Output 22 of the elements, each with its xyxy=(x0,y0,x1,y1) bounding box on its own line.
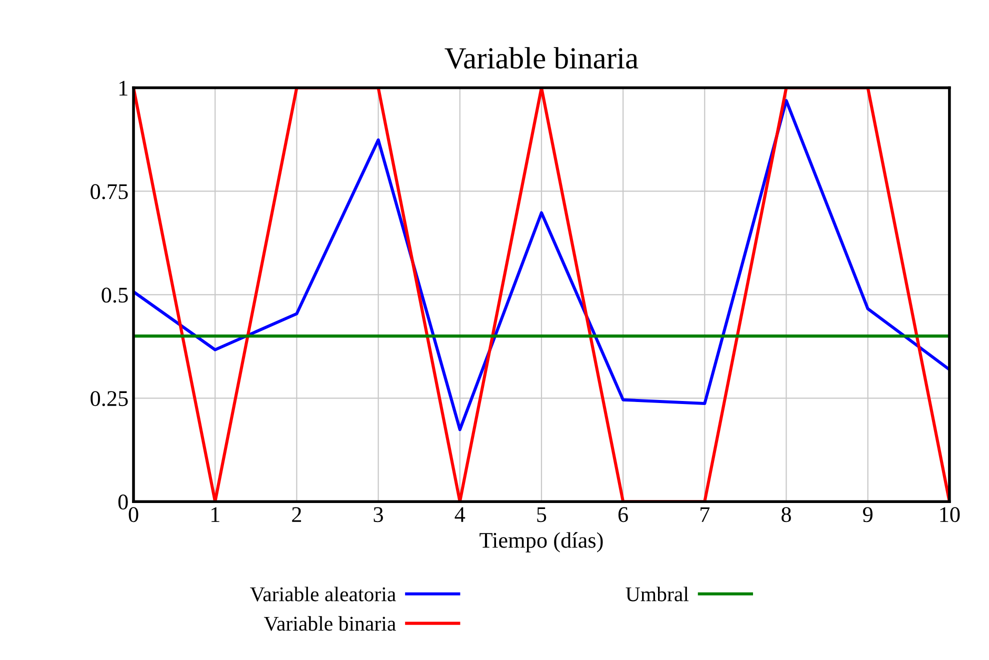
y-tick-label: 0 xyxy=(118,494,128,510)
x-tick-label: 6 xyxy=(618,507,628,522)
y-tick-label: 0.75 xyxy=(90,184,128,200)
x-tick-label: 9 xyxy=(863,507,872,522)
y-tick-label: 1 xyxy=(120,80,128,96)
x-axis-title: Tiempo (días) xyxy=(480,532,603,552)
chart-title: Variable binaria xyxy=(444,47,638,69)
x-tick-label: 2 xyxy=(292,507,302,522)
legend-label: Umbral xyxy=(626,586,689,602)
line-series xyxy=(134,99,950,432)
x-tick-label: 8 xyxy=(782,507,791,522)
x-tick-label: 3 xyxy=(374,507,383,522)
x-tick-label: 1 xyxy=(212,507,220,522)
x-tick-label: 7 xyxy=(700,507,710,522)
x-tick-label: 4 xyxy=(454,507,466,522)
y-tick-label: 0.25 xyxy=(90,391,128,406)
y-tick-label: 0.5 xyxy=(102,288,128,303)
x-tick-label: 0 xyxy=(128,507,138,522)
legend-label: Variable aleatoria xyxy=(250,586,396,602)
legend-label: Variable binaria xyxy=(264,616,396,631)
x-tick-label: 10 xyxy=(940,507,960,522)
x-tick-label: 5 xyxy=(537,507,546,522)
